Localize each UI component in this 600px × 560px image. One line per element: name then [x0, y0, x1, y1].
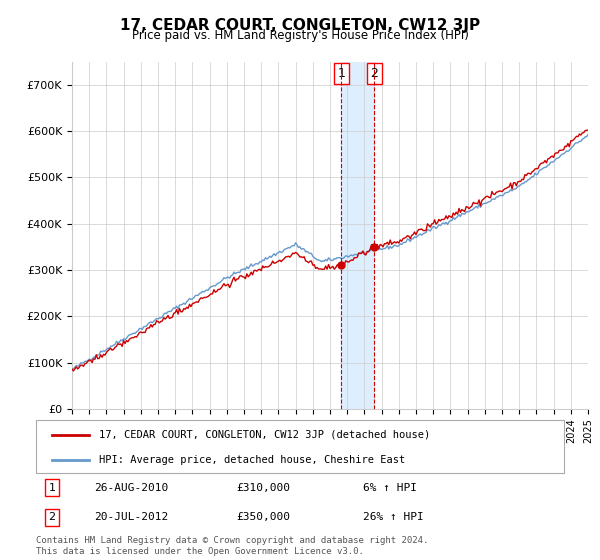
Text: 6% ↑ HPI: 6% ↑ HPI	[364, 483, 418, 493]
Text: Contains HM Land Registry data © Crown copyright and database right 2024.
This d: Contains HM Land Registry data © Crown c…	[36, 536, 428, 556]
Text: 1: 1	[49, 483, 55, 493]
Text: 20-JUL-2012: 20-JUL-2012	[94, 512, 169, 522]
Text: 17, CEDAR COURT, CONGLETON, CW12 3JP (detached house): 17, CEDAR COURT, CONGLETON, CW12 3JP (de…	[100, 430, 431, 440]
Text: £350,000: £350,000	[236, 512, 290, 522]
Bar	[341, 62, 374, 409]
Text: 17, CEDAR COURT, CONGLETON, CW12 3JP: 17, CEDAR COURT, CONGLETON, CW12 3JP	[120, 18, 480, 33]
Text: 1: 1	[338, 67, 346, 80]
Text: £310,000: £310,000	[236, 483, 290, 493]
Text: 26% ↑ HPI: 26% ↑ HPI	[364, 512, 424, 522]
FancyBboxPatch shape	[36, 420, 564, 473]
Text: 26-AUG-2010: 26-AUG-2010	[94, 483, 169, 493]
Text: HPI: Average price, detached house, Cheshire East: HPI: Average price, detached house, Ches…	[100, 455, 406, 465]
Text: Price paid vs. HM Land Registry's House Price Index (HPI): Price paid vs. HM Land Registry's House …	[131, 29, 469, 42]
Text: 2: 2	[370, 67, 379, 80]
Text: 2: 2	[48, 512, 55, 522]
